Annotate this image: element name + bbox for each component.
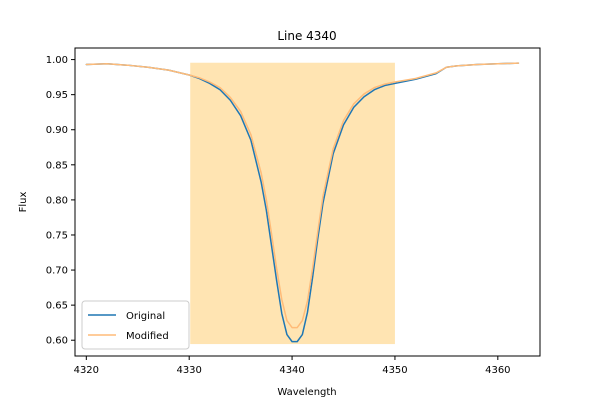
y-tick-label: 0.95 (46, 90, 68, 101)
legend: Original Modified (81, 300, 190, 350)
y-tick-label: 0.85 (46, 160, 68, 171)
x-tick-label: 4320 (74, 365, 99, 376)
series-layer (85, 62, 520, 343)
highlight-region-layer (190, 62, 395, 345)
y-axis-label: Flux (18, 192, 29, 213)
x-tick-label: 4330 (176, 365, 201, 376)
legend-frame (81, 300, 190, 350)
x-axis-label: Wavelength (277, 387, 336, 398)
x-tick-label: 4340 (279, 365, 304, 376)
y-tick-label: 0.90 (46, 125, 68, 136)
y-tick-label: 0.75 (46, 230, 68, 241)
y-tick-label: 0.60 (46, 336, 68, 347)
y-axis: 0.60 0.65 0.70 0.75 0.80 0.85 0.90 0.95 1.00 (46, 55, 75, 347)
x-axis: 4320 4330 4340 4350 4360 (74, 356, 511, 376)
y-tick-label: 0.65 (46, 301, 68, 312)
highlight-region (190, 62, 395, 345)
x-tick-label: 4350 (382, 365, 407, 376)
legend-label-modified: Modified (126, 331, 169, 342)
chart-title: Line 4340 (277, 29, 336, 43)
x-tick-label: 4360 (485, 365, 510, 376)
legend-label-original: Original (126, 311, 165, 322)
y-tick-label: 0.70 (46, 266, 68, 277)
y-tick-label: 1.00 (46, 55, 68, 66)
series-line-original (85, 62, 520, 343)
series-line-modified (85, 62, 520, 329)
plot-frame (74, 47, 541, 357)
y-tick-label: 0.80 (46, 195, 68, 206)
